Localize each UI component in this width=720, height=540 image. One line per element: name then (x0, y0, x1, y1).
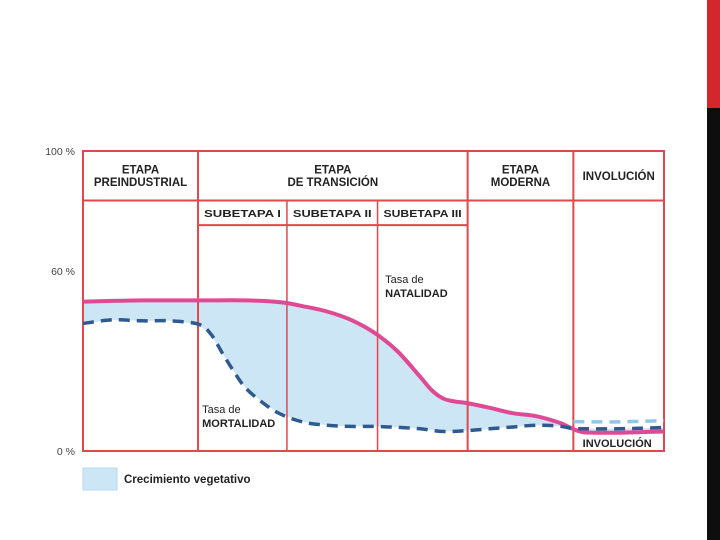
stage-label-2-line-0: ETAPA (502, 165, 539, 177)
grid-layer (82, 150, 665, 452)
side-bar (707, 0, 720, 540)
annotation-1-line-0: Tasa de (202, 404, 241, 416)
involucion-mortality-highlight (573, 418, 665, 424)
stage-label-1-line-0: ETAPA (314, 165, 351, 177)
legend-layer: Crecimiento vegetativo (82, 467, 251, 491)
stage-label-2-line-1: MODERNA (491, 177, 550, 189)
annotation-0-line-0: Tasa de (385, 274, 424, 286)
substage-label-2: SUBETAPA III (384, 208, 462, 220)
stage-label-3-line-0: INVOLUCIÓN (583, 170, 655, 183)
growth-fill-area (83, 300, 664, 433)
y-tick-label-0: 100 % (45, 146, 75, 158)
annotation-2-line-0: INVOLUCIÓN (583, 437, 652, 450)
annotation-0-line-1: NATALIDAD (385, 288, 448, 300)
stage-label-1-line-1: DE TRANSICIÓN (287, 176, 378, 189)
annotation-1-line-1: MORTALIDAD (202, 418, 275, 430)
legend-swatch (82, 467, 118, 491)
y-tick-label-1: 60 % (51, 266, 75, 278)
series-layer (82, 298, 665, 435)
series-line-natalidad (82, 298, 665, 435)
side-accent (707, 0, 720, 108)
y-tick-label-2: 0 % (57, 446, 75, 458)
substage-label-0: SUBETAPA I (204, 208, 281, 220)
legend-label: Crecimiento vegetativo (124, 474, 251, 486)
series-line-mortalidad (82, 318, 665, 434)
stage-label-0-line-0: ETAPA (122, 165, 159, 177)
stage-label-0-line-1: PREINDUSTRIAL (94, 177, 187, 189)
substage-label-1: SUBETAPA II (293, 208, 372, 220)
fill-layer (83, 300, 664, 433)
